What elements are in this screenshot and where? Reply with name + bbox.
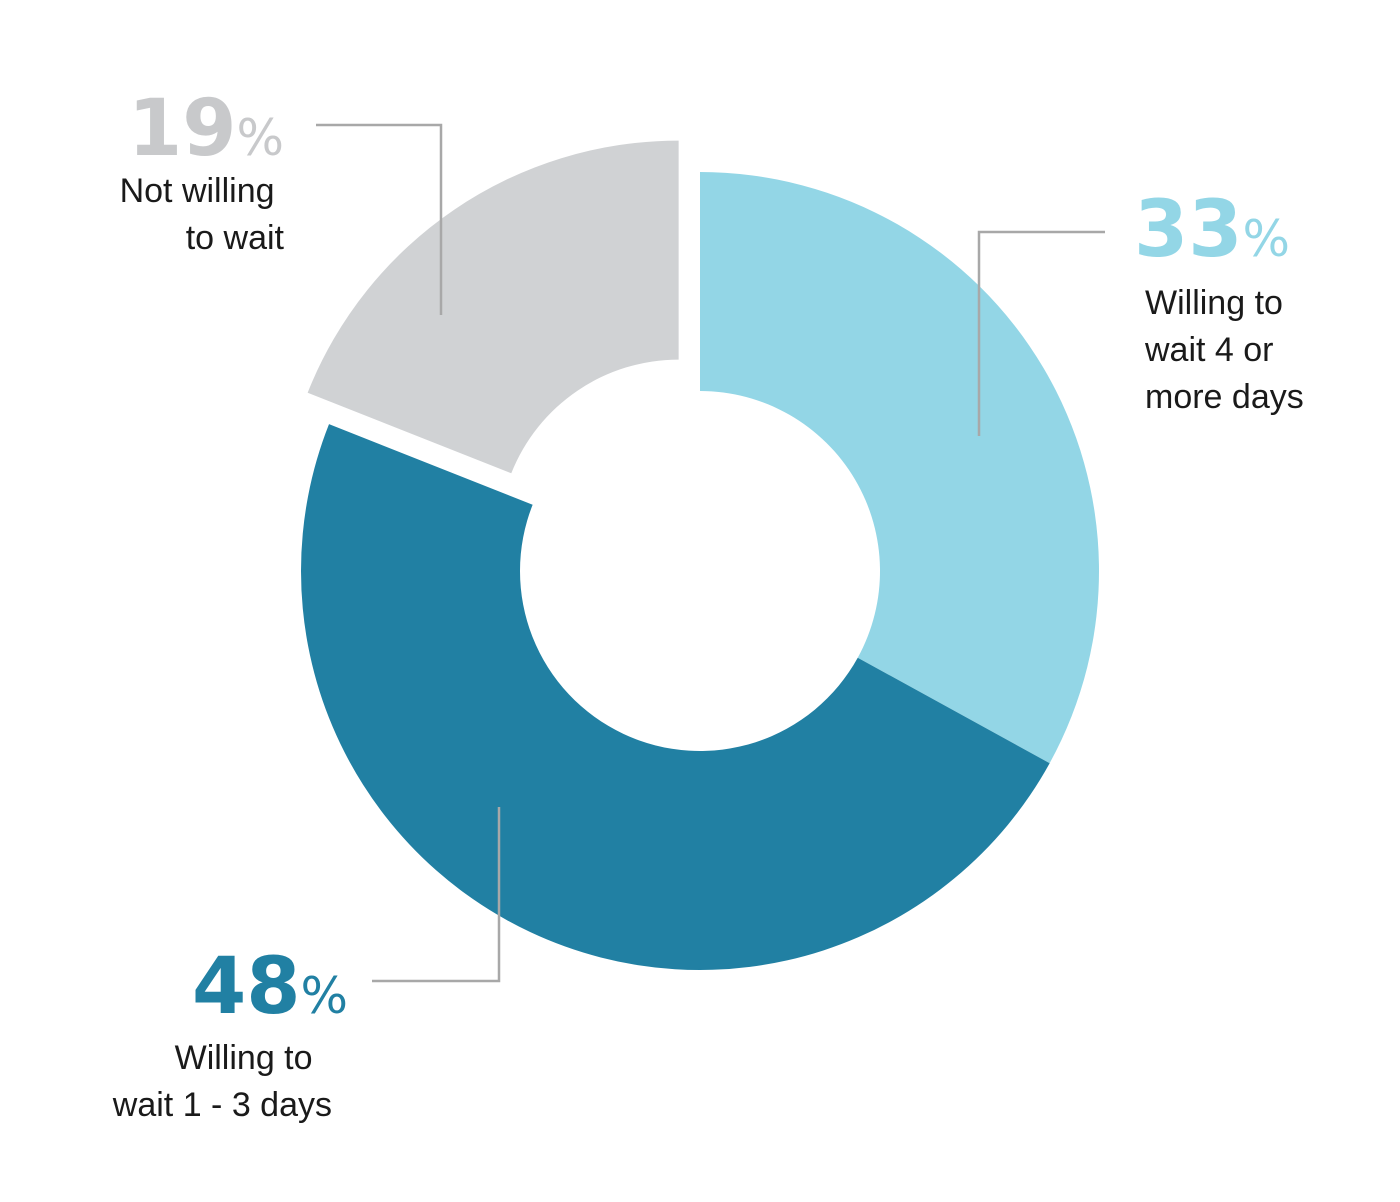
- slice-48-value-label: 48%: [192, 942, 348, 1032]
- leader-line-19: [316, 123, 443, 315]
- leader-line-33: [977, 230, 1105, 436]
- leader-lines: [316, 123, 1105, 983]
- slice-33-value-label: 33%: [1134, 185, 1290, 275]
- donut-slice-19: [307, 140, 679, 474]
- slice-19-value-label: 19%: [128, 84, 284, 174]
- slice-48-category-label: Willing to wait 1 - 3 days: [112, 1039, 332, 1124]
- donut-slices: [300, 140, 1099, 971]
- slice-33-category-label: Willing to wait 4 or more days: [1144, 284, 1304, 416]
- leader-line-48: [372, 807, 501, 983]
- donut-slice-48: [300, 424, 1050, 971]
- slice-19-category-label: Not willing to wait: [120, 172, 285, 257]
- donut-slice-33: [700, 172, 1099, 764]
